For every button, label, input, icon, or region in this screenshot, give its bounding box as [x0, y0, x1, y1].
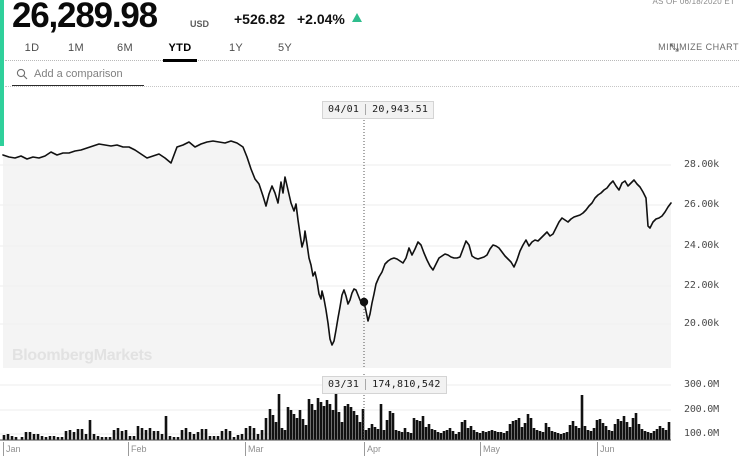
tabbar-divider [5, 60, 739, 61]
price-axis-tick: 26.00k [684, 199, 719, 210]
volume-axis-tick: 200.0M [684, 404, 719, 415]
time-axis-label-mar: Mar [248, 444, 264, 454]
time-axis-tick [3, 442, 4, 456]
price-axis-tick: 20.00k [684, 318, 719, 329]
time-axis-label-apr: Apr [367, 444, 382, 454]
price-axis-tick: 28.00k [684, 159, 719, 170]
range-tab-6m[interactable]: 6M [117, 42, 133, 54]
time-axis-tick [128, 442, 129, 456]
range-tab-bar: 1D 1M 6M YTD 1Y 5Y MINIMIZE CHART [0, 36, 739, 62]
change-absolute: +526.82 [234, 11, 285, 27]
compare-divider [5, 86, 739, 87]
minimize-chart-button[interactable]: MINIMIZE CHART [658, 42, 739, 52]
tooltip-separator [365, 379, 367, 390]
volume-tooltip-value: 174,810,542 [372, 379, 441, 390]
change-percent: +2.04% [297, 11, 345, 27]
chart-area [0, 90, 739, 458]
quote-header: 26,289.98 USD +526.82 +2.04% AS OF 06/18… [0, 0, 739, 36]
current-price: 26,289.98 [12, 0, 158, 35]
range-tab-5y[interactable]: 5Y [277, 42, 293, 54]
search-icon [16, 68, 28, 80]
price-plot[interactable] [0, 90, 739, 368]
range-tab-1m[interactable]: 1M [68, 42, 84, 54]
minimize-chart-icon[interactable] [670, 43, 679, 52]
as-of-timestamp: AS OF 06/18/2020 ET [652, 0, 735, 6]
time-axis-tick [245, 442, 246, 456]
price-axis-tick: 24.00k [684, 240, 719, 251]
range-tab-1y[interactable]: 1Y [228, 42, 244, 54]
volume-axis-tick: 100.0M [684, 428, 719, 439]
volume-tooltip-date: 03/31 [328, 379, 360, 390]
price-tooltip-value: 20,943.51 [372, 104, 429, 115]
price-chart-panel[interactable] [0, 90, 739, 368]
time-axis-label-jan: Jan [6, 444, 21, 454]
time-axis-label-may: May [483, 444, 501, 454]
volume-crosshair-tooltip: 03/31 174,810,542 [322, 376, 447, 394]
range-tab-ytd[interactable]: YTD [163, 40, 197, 62]
add-comparison-input[interactable]: Add a comparison [34, 68, 123, 80]
time-axis-tick [480, 442, 481, 456]
price-tooltip-date: 04/01 [328, 104, 360, 115]
range-tab-1d[interactable]: 1D [24, 42, 40, 54]
arrow-up-icon [352, 13, 362, 22]
price-crosshair-tooltip: 04/01 20,943.51 [322, 101, 435, 119]
currency-label: USD [190, 19, 210, 29]
time-axis-tick [597, 442, 598, 456]
add-comparison-bar: Add a comparison [0, 62, 739, 90]
compare-underline [12, 85, 144, 86]
time-axis-label-feb: Feb [131, 444, 147, 454]
price-axis-tick: 22.00k [684, 280, 719, 291]
bloomberg-watermark: BloombergMarkets [12, 347, 153, 364]
volume-axis-tick: 300.0M [684, 379, 719, 390]
time-axis-tick [364, 442, 365, 456]
tooltip-separator [365, 104, 367, 115]
time-axis-label-jun: Jun [600, 444, 615, 454]
accent-rail [0, 0, 4, 146]
